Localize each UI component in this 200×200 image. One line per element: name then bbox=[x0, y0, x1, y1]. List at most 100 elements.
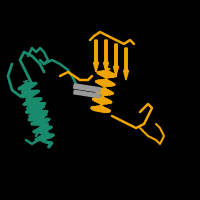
Polygon shape bbox=[27, 106, 42, 110]
Polygon shape bbox=[30, 106, 39, 109]
Polygon shape bbox=[27, 103, 46, 109]
Polygon shape bbox=[30, 113, 44, 118]
Polygon shape bbox=[33, 111, 38, 113]
Polygon shape bbox=[23, 98, 42, 105]
Polygon shape bbox=[34, 128, 52, 133]
Polygon shape bbox=[29, 115, 47, 121]
Polygon shape bbox=[23, 99, 42, 105]
Polygon shape bbox=[124, 48, 128, 80]
Polygon shape bbox=[93, 106, 108, 109]
Polygon shape bbox=[91, 107, 110, 111]
Polygon shape bbox=[105, 70, 110, 72]
Polygon shape bbox=[26, 94, 35, 97]
Polygon shape bbox=[29, 98, 34, 100]
Polygon shape bbox=[31, 103, 36, 105]
Polygon shape bbox=[43, 133, 44, 134]
Polygon shape bbox=[28, 96, 33, 97]
Polygon shape bbox=[105, 78, 107, 79]
Polygon shape bbox=[28, 108, 43, 113]
Polygon shape bbox=[114, 44, 118, 76]
Polygon shape bbox=[37, 134, 52, 138]
Polygon shape bbox=[97, 89, 111, 92]
Polygon shape bbox=[94, 40, 98, 72]
Polygon shape bbox=[32, 120, 50, 125]
Polygon shape bbox=[95, 81, 115, 85]
Polygon shape bbox=[105, 68, 110, 69]
Polygon shape bbox=[24, 99, 42, 105]
Polygon shape bbox=[39, 117, 40, 118]
Polygon shape bbox=[24, 83, 29, 84]
Polygon shape bbox=[27, 98, 37, 101]
Polygon shape bbox=[33, 118, 47, 122]
Polygon shape bbox=[96, 80, 115, 84]
Polygon shape bbox=[21, 92, 39, 97]
Polygon shape bbox=[31, 103, 41, 105]
Polygon shape bbox=[95, 81, 115, 85]
Polygon shape bbox=[31, 110, 40, 113]
Polygon shape bbox=[100, 84, 110, 86]
Polygon shape bbox=[32, 107, 42, 109]
Polygon shape bbox=[35, 134, 54, 140]
Polygon shape bbox=[91, 108, 110, 112]
Polygon shape bbox=[93, 100, 111, 103]
Polygon shape bbox=[26, 82, 27, 83]
Polygon shape bbox=[35, 112, 37, 113]
Polygon shape bbox=[99, 88, 109, 91]
Polygon shape bbox=[103, 79, 108, 81]
Polygon shape bbox=[100, 71, 114, 74]
Polygon shape bbox=[25, 90, 34, 93]
Polygon shape bbox=[102, 86, 107, 87]
Polygon shape bbox=[92, 98, 112, 102]
Polygon shape bbox=[37, 118, 42, 120]
Polygon shape bbox=[92, 99, 112, 103]
Polygon shape bbox=[35, 135, 54, 140]
Polygon shape bbox=[99, 106, 104, 107]
Polygon shape bbox=[26, 101, 40, 105]
Polygon shape bbox=[100, 97, 105, 98]
Polygon shape bbox=[107, 70, 108, 71]
Polygon shape bbox=[33, 127, 52, 133]
Polygon shape bbox=[39, 134, 49, 137]
Polygon shape bbox=[33, 102, 38, 104]
Polygon shape bbox=[99, 74, 114, 77]
Polygon shape bbox=[27, 103, 46, 109]
Polygon shape bbox=[104, 77, 109, 78]
Polygon shape bbox=[18, 83, 37, 90]
Polygon shape bbox=[26, 106, 45, 112]
Polygon shape bbox=[33, 126, 51, 131]
Polygon shape bbox=[97, 72, 117, 76]
Polygon shape bbox=[35, 118, 45, 121]
Polygon shape bbox=[31, 98, 32, 99]
Polygon shape bbox=[101, 80, 111, 82]
Polygon shape bbox=[29, 103, 43, 107]
Polygon shape bbox=[36, 113, 37, 114]
Polygon shape bbox=[18, 83, 37, 89]
Polygon shape bbox=[23, 93, 38, 97]
Polygon shape bbox=[101, 105, 102, 106]
Polygon shape bbox=[36, 109, 38, 110]
Polygon shape bbox=[31, 119, 50, 124]
Polygon shape bbox=[32, 106, 37, 108]
Polygon shape bbox=[31, 111, 45, 114]
Polygon shape bbox=[22, 90, 37, 95]
Polygon shape bbox=[97, 72, 117, 77]
Polygon shape bbox=[31, 118, 49, 123]
Polygon shape bbox=[39, 118, 40, 119]
Polygon shape bbox=[26, 106, 44, 112]
Polygon shape bbox=[74, 90, 100, 98]
Polygon shape bbox=[31, 119, 50, 125]
Polygon shape bbox=[107, 69, 108, 70]
Polygon shape bbox=[98, 97, 107, 99]
Polygon shape bbox=[35, 126, 49, 130]
Polygon shape bbox=[33, 105, 35, 106]
Polygon shape bbox=[98, 93, 108, 95]
Polygon shape bbox=[29, 111, 48, 117]
Polygon shape bbox=[35, 110, 40, 112]
Polygon shape bbox=[30, 97, 32, 98]
Polygon shape bbox=[26, 106, 45, 113]
Polygon shape bbox=[104, 40, 108, 72]
Polygon shape bbox=[23, 80, 28, 82]
Polygon shape bbox=[20, 90, 40, 97]
Polygon shape bbox=[20, 83, 34, 87]
Polygon shape bbox=[94, 89, 114, 94]
